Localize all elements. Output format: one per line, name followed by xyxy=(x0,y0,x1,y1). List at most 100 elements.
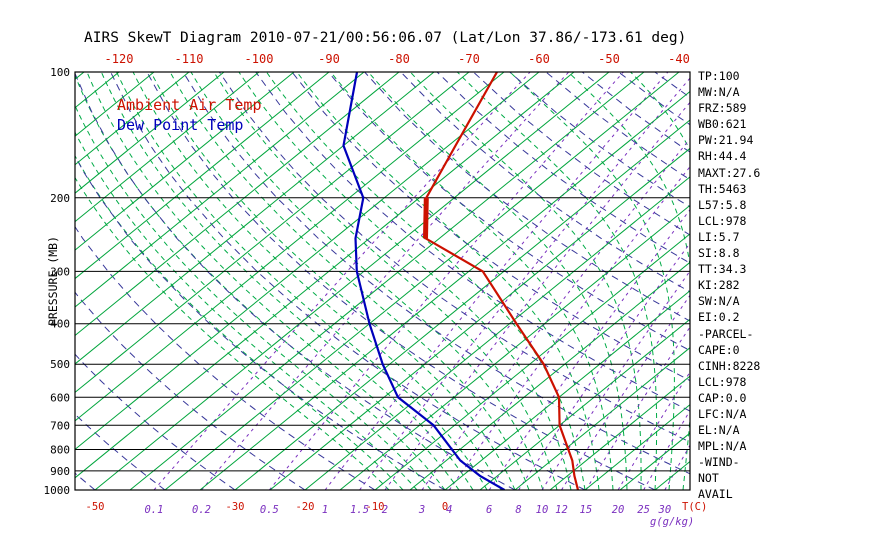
chart-title: AIRS SkewT Diagram 2010-07-21/00:56:06.0… xyxy=(84,30,687,46)
dry-adiabat-line xyxy=(75,225,376,490)
isotherm-line xyxy=(304,176,690,490)
mixing-ratio-line xyxy=(201,72,570,490)
dry-adiabat-line xyxy=(75,72,516,490)
pressure-tick-label: 500 xyxy=(50,358,70,371)
moist-adiabat-line xyxy=(409,72,642,490)
isotherm-line xyxy=(75,72,365,308)
stat-line: MW:N/A xyxy=(698,85,740,100)
stat-line: NOT xyxy=(698,471,719,486)
isotherm-line xyxy=(654,460,690,490)
bottom-temp-label: -30 xyxy=(226,501,245,513)
stat-line: LCL:978 xyxy=(698,374,747,389)
mixing-ratio-line xyxy=(384,101,690,490)
moist-adiabat-line xyxy=(509,72,675,490)
stat-line: RH:44.4 xyxy=(698,149,747,164)
top-temp-label: -40 xyxy=(668,52,690,66)
mixing-ratio-line xyxy=(359,77,690,490)
bottom-mixing-label: 2 xyxy=(382,504,388,516)
top-temp-label: -50 xyxy=(598,52,620,66)
top-temp-label: -100 xyxy=(245,52,274,66)
pressure-tick-label: 300 xyxy=(50,265,70,278)
bottom-mixing-label: 3 xyxy=(418,504,425,516)
bottom-mixing-label: 1 xyxy=(322,504,328,516)
isotherm-line xyxy=(234,119,690,490)
moist-adiabat-line xyxy=(75,154,404,490)
isotherm-line xyxy=(339,204,690,490)
isotherm-line xyxy=(75,72,330,280)
stat-line: LFC:N/A xyxy=(698,406,747,421)
moist-adiabat-line xyxy=(330,72,614,490)
moist-adiabat-line xyxy=(266,72,586,490)
isotherm-line xyxy=(584,403,690,490)
dry-adiabat-line xyxy=(364,72,690,322)
stat-line: SI:8.8 xyxy=(698,246,740,261)
top-temp-label: -120 xyxy=(105,52,134,66)
top-temp-label: -90 xyxy=(318,52,340,66)
bottom-mixing-label: 0.1 xyxy=(144,504,163,516)
stat-line: SW:N/A xyxy=(698,294,740,309)
moist-adiabat-line xyxy=(116,72,488,490)
stat-line: FRZ:589 xyxy=(698,101,747,116)
pressure-axis-title: PRESSURE (MB) xyxy=(46,236,60,326)
pressure-tick-label: 1000 xyxy=(44,484,71,497)
mixing-ratio-line xyxy=(664,444,690,490)
top-temp-label: -80 xyxy=(388,52,410,66)
stat-line: -WIND- xyxy=(698,455,740,470)
isotherm-line xyxy=(409,261,690,490)
stat-line: TH:5463 xyxy=(698,181,747,196)
moist-adiabat-line xyxy=(150,72,516,490)
moist-adiabat-line xyxy=(100,72,474,490)
stat-line: L57:5.8 xyxy=(698,197,747,212)
dry-adiabat-line xyxy=(0,72,25,490)
dry-adiabat-line xyxy=(473,72,690,236)
bottom-mixing-label: 10 xyxy=(536,504,549,516)
plot-frame xyxy=(74,71,691,491)
stat-line: CAPE:0 xyxy=(698,342,740,357)
dry-adiabat-line xyxy=(75,353,236,490)
isotherm-line xyxy=(75,72,190,166)
moist-adiabat-line xyxy=(238,72,572,490)
dry-adiabat-line xyxy=(327,72,690,352)
isotherm-line xyxy=(514,347,690,490)
top-temp-label: -110 xyxy=(175,52,204,66)
dry-adiabat-line xyxy=(255,72,690,412)
isotherm-line xyxy=(269,147,690,490)
mixing-unit-label: g(g/kg) xyxy=(650,516,694,528)
dry-adiabat-line xyxy=(146,72,656,490)
profile-curves-layer xyxy=(342,72,580,490)
isotherm-line xyxy=(75,72,155,137)
bottom-mixing-label: 30 xyxy=(658,504,672,516)
pressure-tick-label: 600 xyxy=(50,391,70,404)
dry-adiabat-line xyxy=(75,291,306,490)
moist-adiabat-line xyxy=(456,72,658,490)
bottom-temp-label: 0 xyxy=(442,501,448,513)
isotherm-line xyxy=(94,72,610,490)
moist-adiabat-line xyxy=(75,74,446,490)
stat-line: PW:21.94 xyxy=(698,133,754,148)
pressure-tick-label: 400 xyxy=(50,318,70,331)
isotherm-line xyxy=(129,72,645,490)
isotherm-line xyxy=(479,318,690,490)
moist-adiabat-line xyxy=(567,72,690,490)
mixing-ratio-line xyxy=(324,72,669,490)
isotherm-line xyxy=(444,290,690,490)
stat-line: WB0:621 xyxy=(698,117,747,132)
isotherm-line xyxy=(199,90,690,490)
stat-line: KI:282 xyxy=(698,278,740,293)
moist-adiabat-line xyxy=(169,72,530,490)
moist-adiabat-line xyxy=(86,72,460,490)
bottom-mixing-label: 0.5 xyxy=(260,504,279,516)
mixing-ratio-line xyxy=(488,208,690,490)
moist-adiabat-line xyxy=(630,72,690,152)
pressure-tick-label: 900 xyxy=(50,465,70,478)
isotherm-line xyxy=(549,375,690,490)
stat-line: CAP:0.0 xyxy=(698,390,747,405)
legend-dew-point-temp: Dew Point Temp xyxy=(117,116,244,134)
mixing-ratio-line xyxy=(448,165,690,490)
legend-ambient-air-temp: Ambient Air Temp xyxy=(117,96,262,114)
bottom-temp-label: -50 xyxy=(86,501,105,513)
mixing-ratio-line xyxy=(421,138,690,490)
dry-adiabat-line xyxy=(291,72,690,382)
pressure-tick-label: 100 xyxy=(50,66,70,79)
pressure-tick-label: 700 xyxy=(50,419,70,432)
